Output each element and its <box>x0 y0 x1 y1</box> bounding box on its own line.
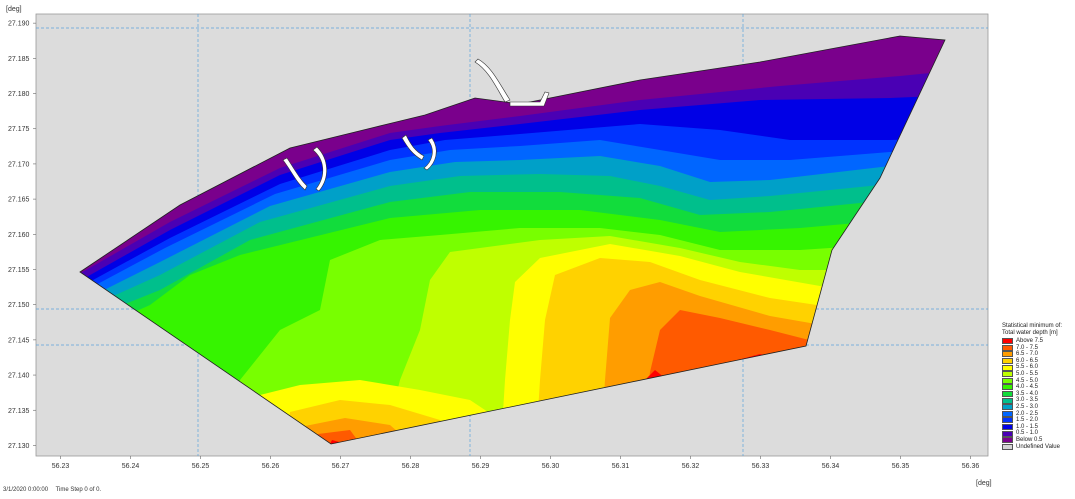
x-tick-label: 56.28 <box>402 463 420 470</box>
x-tick-label: 56.26 <box>262 463 280 470</box>
legend-item: 3.0 - 3.5 <box>1002 397 1072 404</box>
legend-swatch <box>1002 344 1013 351</box>
y-tick-label: 27.185 <box>8 56 30 63</box>
x-tick-label: 56.36 <box>962 463 980 470</box>
legend-label: 5.0 - 5.5 <box>1016 371 1039 378</box>
legend-swatch <box>1002 377 1013 384</box>
legend: Statistical minimum of: Total water dept… <box>1002 323 1072 450</box>
x-axis-unit: [deg] <box>976 480 992 487</box>
legend-swatch <box>1002 391 1013 398</box>
y-tick-label: 27.175 <box>8 126 30 133</box>
breakwater-west-2 <box>312 146 327 192</box>
legend-item: 1.5 - 2.0 <box>1002 417 1072 424</box>
legend-label: 3.5 - 4.0 <box>1016 390 1039 397</box>
breakwater-middle <box>401 134 425 161</box>
x-tick-label: 56.30 <box>542 463 560 470</box>
jetty-east <box>474 58 511 103</box>
legend-item: 5.0 - 5.5 <box>1002 371 1072 378</box>
legend-label: 1.5 - 2.0 <box>1016 417 1039 424</box>
y-tick-label: 27.130 <box>8 443 30 450</box>
legend-swatch <box>1002 424 1013 431</box>
y-tick-label: 27.165 <box>8 197 30 204</box>
y-axis: [deg] 27.190 27.185 27.180 27.175 27.170 27.1… <box>6 6 36 450</box>
status-datetime: 3/1/2020 0:00:00 <box>3 487 49 493</box>
legend-item: 0.5 - 1.0 <box>1002 430 1072 437</box>
legend-swatch <box>1002 371 1013 378</box>
breakwater-west <box>282 157 308 191</box>
legend-item: 6.5 - 7.0 <box>1002 351 1072 358</box>
x-tick-label: 56.29 <box>472 463 490 470</box>
x-tick-label: 56.23 <box>52 463 70 470</box>
legend-label: 3.0 - 3.5 <box>1016 397 1039 404</box>
y-tick-label: 27.155 <box>8 267 30 274</box>
model-domain-outline <box>79 35 946 445</box>
y-axis-unit: [deg] <box>6 6 22 13</box>
x-tick-label: 56.25 <box>192 463 210 470</box>
legend-label: 6.0 - 6.5 <box>1016 357 1039 364</box>
legend-swatch <box>1002 338 1013 345</box>
legend-swatch <box>1002 351 1013 358</box>
x-axis: [deg] 56.23 56.24 56.25 56.26 56.27 56.28 56.2… <box>52 456 992 487</box>
legend-item: Undefined Value <box>1002 444 1072 451</box>
legend-swatch <box>1002 430 1013 437</box>
map-plot: [deg] 27.190 27.185 27.180 27.175 27.170 27.1… <box>6 6 992 487</box>
y-tick-label: 27.140 <box>8 373 30 380</box>
legend-swatch <box>1002 443 1013 450</box>
x-tick-label: 56.32 <box>682 463 700 470</box>
legend-label: 0.5 - 1.0 <box>1016 430 1039 437</box>
status-timestep: Time Step 0 of 0. <box>55 487 102 493</box>
x-tick-label: 56.33 <box>752 463 770 470</box>
x-tick-label: 56.31 <box>612 463 630 470</box>
legend-swatch <box>1002 404 1013 411</box>
legend-label: 2.0 - 2.5 <box>1016 410 1039 417</box>
legend-label: 5.5 - 6.0 <box>1016 364 1039 371</box>
legend-swatch <box>1002 384 1013 391</box>
x-tick-label: 56.27 <box>332 463 350 470</box>
legend-item: 1.0 - 1.5 <box>1002 424 1072 431</box>
y-tick-label: 27.180 <box>8 91 30 98</box>
legend-item: 4.0 - 4.5 <box>1002 384 1072 391</box>
legend-swatch <box>1002 397 1013 404</box>
legend-swatch <box>1002 364 1013 371</box>
coastal-structures <box>282 58 550 192</box>
legend-item: Above 7.5 <box>1002 338 1072 345</box>
breakwater-middle-2 <box>423 137 437 171</box>
legend-label: 7.0 - 7.5 <box>1016 344 1039 351</box>
legend-item: 2.5 - 3.0 <box>1002 404 1072 411</box>
y-tick-label: 27.170 <box>8 161 30 168</box>
y-tick-label: 27.190 <box>8 21 30 28</box>
y-tick-label: 27.150 <box>8 302 30 309</box>
legend-swatch <box>1002 417 1013 424</box>
legend-label: 2.5 - 3.0 <box>1016 403 1039 410</box>
legend-swatch <box>1002 410 1013 417</box>
legend-swatch <box>1002 358 1013 365</box>
legend-label: Below 0.5 <box>1016 436 1043 443</box>
legend-item: 5.5 - 6.0 <box>1002 364 1072 371</box>
legend-item: 2.0 - 2.5 <box>1002 411 1072 418</box>
y-tick-label: 27.160 <box>8 232 30 239</box>
legend-item: Below 0.5 <box>1002 437 1072 444</box>
legend-item: 3.5 - 4.0 <box>1002 391 1072 398</box>
legend-item: 4.5 - 5.0 <box>1002 378 1072 385</box>
x-tick-label: 56.34 <box>822 463 840 470</box>
x-tick-label: 56.24 <box>122 463 140 470</box>
y-tick-label: 27.145 <box>8 337 30 344</box>
legend-label: 4.5 - 5.0 <box>1016 377 1039 384</box>
legend-label: Above 7.5 <box>1016 338 1044 345</box>
legend-label: Undefined Value <box>1016 443 1060 450</box>
legend-label: 4.0 - 4.5 <box>1016 384 1039 391</box>
x-tick-label: 56.35 <box>892 463 910 470</box>
legend-item: 6.0 - 6.5 <box>1002 358 1072 365</box>
legend-label: 1.0 - 1.5 <box>1016 423 1039 430</box>
legend-item: 7.0 - 7.5 <box>1002 345 1072 352</box>
legend-title: Statistical minimum of: Total water dept… <box>1002 323 1063 336</box>
legend-label: 6.5 - 7.0 <box>1016 351 1039 358</box>
y-tick-label: 27.135 <box>8 408 30 415</box>
status-bar: 3/1/2020 0:00:00 Time Step 0 of 0. <box>3 487 107 493</box>
legend-swatch <box>1002 437 1013 444</box>
jetty-east-2 <box>509 91 550 107</box>
